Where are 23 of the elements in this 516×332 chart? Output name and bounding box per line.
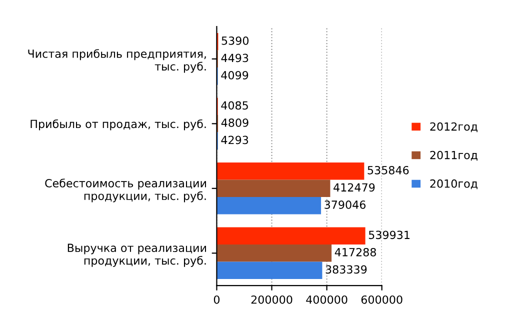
legend-label: 2010год (430, 179, 478, 190)
y-tick-label: Себестоимость реализации продукции, тыс. руб. (45, 178, 206, 202)
y-tick-label: Чистая прибыль предприятия, тыс. руб. (28, 49, 206, 73)
data-label: 4099 (221, 71, 248, 80)
data-label: 4293 (221, 136, 248, 144)
x-tick-label: 200000 (251, 295, 292, 304)
data-label: 379046 (324, 200, 366, 209)
data-label: 4085 (221, 101, 248, 110)
data-label: 417288 (334, 248, 376, 256)
x-tick-label: 600000 (361, 295, 402, 304)
data-label: 5390 (222, 36, 249, 45)
x-tick-label: 400000 (306, 295, 348, 304)
legend-label: 2011год (430, 150, 478, 161)
data-label: 383339 (326, 265, 367, 274)
y-tick-label: Выручка от реализации продукции, тыс. руб. (68, 244, 206, 267)
data-label: 539931 (368, 230, 410, 240)
data-label: 412479 (334, 183, 375, 192)
x-tick-label: 0 (214, 295, 220, 304)
legend-label: 2012год (430, 122, 478, 132)
y-tick-label: Прибыль от продаж, тыс. руб. (30, 119, 206, 130)
data-label: 535846 (368, 166, 409, 174)
data-label: 4809 (221, 118, 248, 127)
data-label: 4493 (221, 54, 248, 62)
